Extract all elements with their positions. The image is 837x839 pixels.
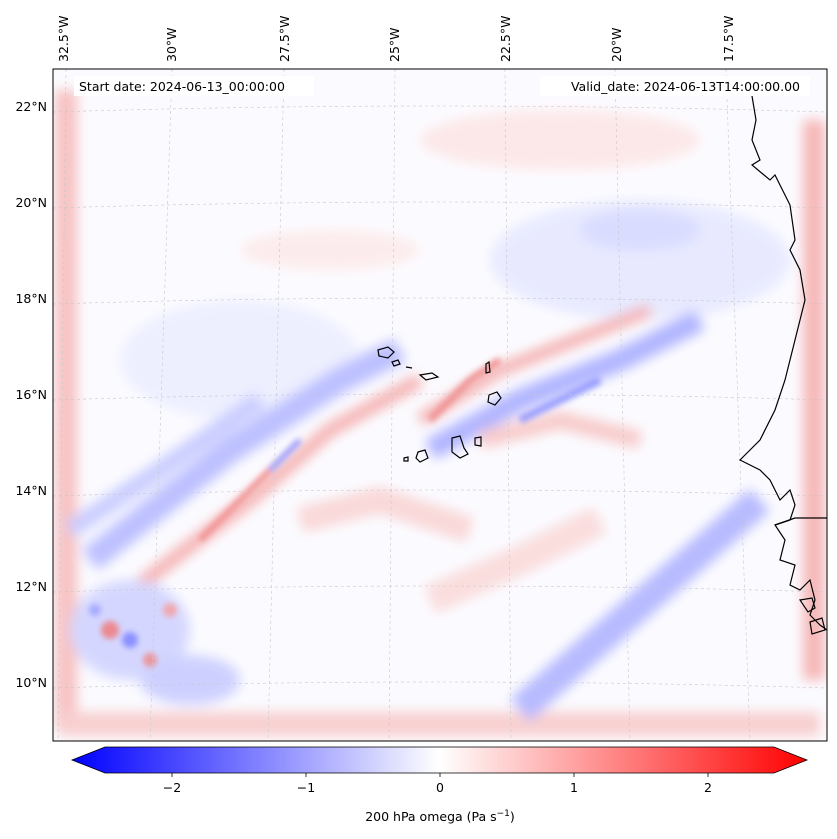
lat-label-14n: 14°N [15, 483, 47, 498]
island-boa-vista [487, 391, 502, 406]
map-frame [52, 68, 828, 742]
cbar-tick-neg1: −1 [297, 780, 315, 795]
colorbar-label: 200 hPa omega (Pa s−1) [365, 809, 515, 824]
cbar-tick-1: 1 [570, 780, 578, 795]
island-brava [403, 456, 409, 462]
omega-field-detail [89, 357, 602, 667]
colorbar-scale [70, 746, 809, 774]
lon-label-25w: 25°W [387, 27, 402, 62]
lat-label-22n: 22°N [15, 99, 47, 114]
graticule [53, 69, 827, 741]
latitude-labels: 22°N 20°N 18°N 16°N 14°N 12°N 10°N [15, 99, 47, 690]
coastline [738, 95, 827, 635]
lon-label-32-5w: 32.5°W [56, 16, 71, 62]
omega-field [55, 90, 825, 736]
island-santiago [451, 435, 469, 459]
lat-label-18n: 18°N [15, 291, 47, 306]
island-sao-nicolau [418, 372, 440, 381]
island-sal [485, 360, 491, 374]
valid-date-label: Valid_date: 2024-06-13T14:00:00.00 [571, 79, 800, 94]
lon-label-30w: 30°W [164, 27, 179, 62]
lon-label-27-5w: 27.5°W [277, 16, 292, 62]
colorbar-ticks [171, 773, 709, 777]
map-area [53, 69, 827, 741]
lon-label-20w: 20°W [609, 27, 624, 62]
start-date-label: Start date: 2024-06-13_00:00:00 [79, 79, 285, 94]
island-sao-vicente [391, 359, 401, 367]
lon-label-22-5w: 22.5°W [498, 16, 513, 62]
island-santa-luzia [405, 366, 413, 369]
island-santo-antao [377, 346, 395, 359]
island-fogo [415, 449, 429, 463]
colorbar: −2 −1 0 1 2 200 hPa omega (Pa s−1) [70, 746, 809, 824]
lat-label-20n: 20°N [15, 195, 47, 210]
lat-label-16n: 16°N [15, 387, 47, 402]
longitude-labels: 32.5°W 30°W 27.5°W 25°W 22.5°W 20°W 17.5… [56, 16, 736, 62]
cbar-tick-neg2: −2 [163, 780, 181, 795]
island-maio [474, 436, 482, 447]
cbar-tick-2: 2 [704, 780, 712, 795]
lat-label-10n: 10°N [15, 675, 47, 690]
lon-label-17-5w: 17.5°W [721, 16, 736, 62]
islands [377, 346, 502, 463]
lat-label-12n: 12°N [15, 579, 47, 594]
cbar-tick-0: 0 [436, 780, 444, 795]
